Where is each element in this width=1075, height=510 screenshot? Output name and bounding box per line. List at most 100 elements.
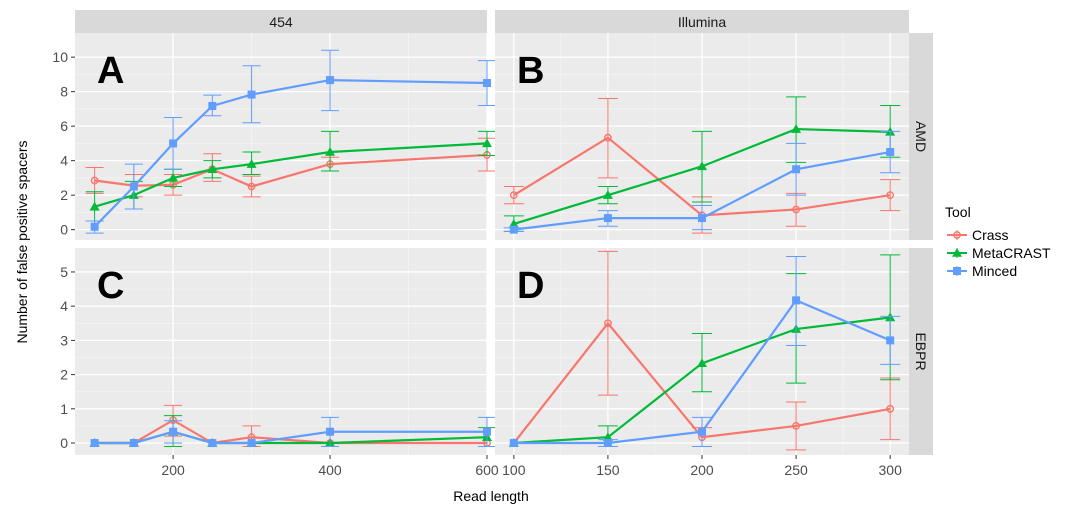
series-minced — [90, 416, 496, 448]
x-tick-label: 300 — [879, 462, 903, 478]
data-point — [207, 164, 218, 174]
panel-D: 100 150 200 250 300 D — [495, 248, 909, 478]
data-point — [886, 148, 895, 157]
row-strip — [909, 248, 933, 455]
panel-B: B — [495, 33, 909, 240]
data-point — [697, 358, 707, 368]
data-point — [247, 90, 256, 99]
data-point — [247, 439, 256, 448]
panel-label: D — [517, 265, 544, 307]
legend-key-marker — [953, 231, 961, 239]
row-strip — [909, 33, 933, 240]
y-tick-label: 0 — [60, 435, 68, 451]
data-point — [246, 159, 257, 168]
series-minced — [85, 49, 496, 234]
column-strip — [75, 10, 487, 33]
panel-background — [75, 248, 487, 455]
data-point — [129, 439, 138, 448]
data-point — [90, 439, 99, 448]
data-point — [482, 138, 492, 148]
y-axis-title: Number of false positive spacers — [14, 140, 30, 343]
data-point — [208, 101, 217, 110]
panel-C: 0 1 2 3 4 5 200 400 600 C — [60, 248, 499, 478]
series-minced — [503, 130, 901, 234]
y-tick-label: 3 — [60, 332, 68, 348]
data-point — [325, 147, 336, 156]
legend-label: MetaCRAST — [972, 245, 1051, 261]
legend-key-marker — [953, 267, 961, 275]
panel-background — [75, 33, 487, 240]
legend-item-minced: Minced — [947, 263, 1017, 279]
data-point — [792, 422, 800, 430]
y-tick-label: 2 — [60, 187, 68, 203]
y-tick-label: 4 — [60, 298, 68, 314]
legend-item-crass: Crass — [947, 227, 1009, 243]
data-point — [509, 439, 518, 448]
y-tick-label: 8 — [60, 84, 68, 100]
x-axis-title: Read length — [453, 488, 529, 504]
data-point — [168, 172, 179, 182]
data-point — [791, 124, 802, 133]
row-strip-label: AMD — [913, 121, 929, 152]
strips-layer: 454 Illumina AMD EBPR — [75, 10, 933, 455]
data-point — [89, 201, 100, 211]
y-tick-label: 4 — [60, 153, 68, 169]
x-tick-label: 100 — [502, 462, 526, 478]
x-tick-label: 400 — [318, 462, 342, 478]
y-tick-label: 2 — [60, 367, 68, 383]
data-point — [509, 225, 518, 234]
x-tick-label: 150 — [596, 462, 620, 478]
data-point — [886, 191, 895, 200]
column-strip — [495, 10, 909, 33]
y-tick-label: 5 — [60, 264, 68, 280]
data-point — [792, 296, 801, 305]
data-point — [792, 205, 800, 214]
data-point — [247, 182, 256, 191]
x-tick-label: 250 — [784, 462, 808, 478]
x-tick-label: 600 — [475, 462, 499, 478]
panel-label: B — [517, 50, 544, 92]
data-point — [604, 319, 612, 328]
panel-label: A — [97, 50, 124, 92]
y-tick-label: 0 — [60, 222, 68, 238]
data-point — [603, 439, 612, 448]
data-point — [602, 432, 613, 441]
data-point — [326, 427, 335, 436]
data-point — [169, 139, 178, 148]
y-tick-label: 6 — [60, 118, 68, 134]
legend-item-metacrast: MetaCRAST — [947, 245, 1051, 261]
data-point — [792, 165, 801, 174]
series-minced — [509, 256, 901, 448]
data-point — [90, 222, 99, 231]
data-point — [169, 427, 178, 436]
y-tick-label: 1 — [60, 401, 68, 417]
data-point — [483, 79, 491, 88]
data-point — [509, 191, 518, 200]
data-point — [698, 214, 706, 223]
y-tick-label: 10 — [52, 49, 68, 65]
data-point — [129, 182, 138, 191]
data-point — [90, 176, 99, 185]
data-point — [483, 427, 491, 436]
data-point — [508, 218, 519, 228]
panel-label: C — [97, 265, 124, 307]
data-point — [697, 161, 707, 171]
legend-label: Crass — [972, 227, 1009, 243]
legend-label: Minced — [972, 263, 1017, 279]
data-point — [886, 336, 895, 345]
panels-layer: 0 2 4 6 8 10 A B 0 1 2 3 4 5 200 400 600 C 100 150 200 250 300… — [52, 33, 909, 478]
data-point — [604, 133, 612, 142]
data-point — [602, 190, 613, 199]
column-strip-label: 454 — [269, 14, 293, 30]
row-strip-label: EBPR — [913, 332, 929, 370]
data-point — [886, 404, 895, 413]
panel-A: 0 2 4 6 8 10 A — [52, 33, 496, 240]
data-point — [603, 214, 612, 223]
data-point — [698, 427, 706, 436]
x-tick-label: 200 — [690, 462, 714, 478]
legend-title: Tool — [945, 204, 971, 220]
data-point — [208, 439, 217, 448]
data-point — [326, 76, 335, 85]
